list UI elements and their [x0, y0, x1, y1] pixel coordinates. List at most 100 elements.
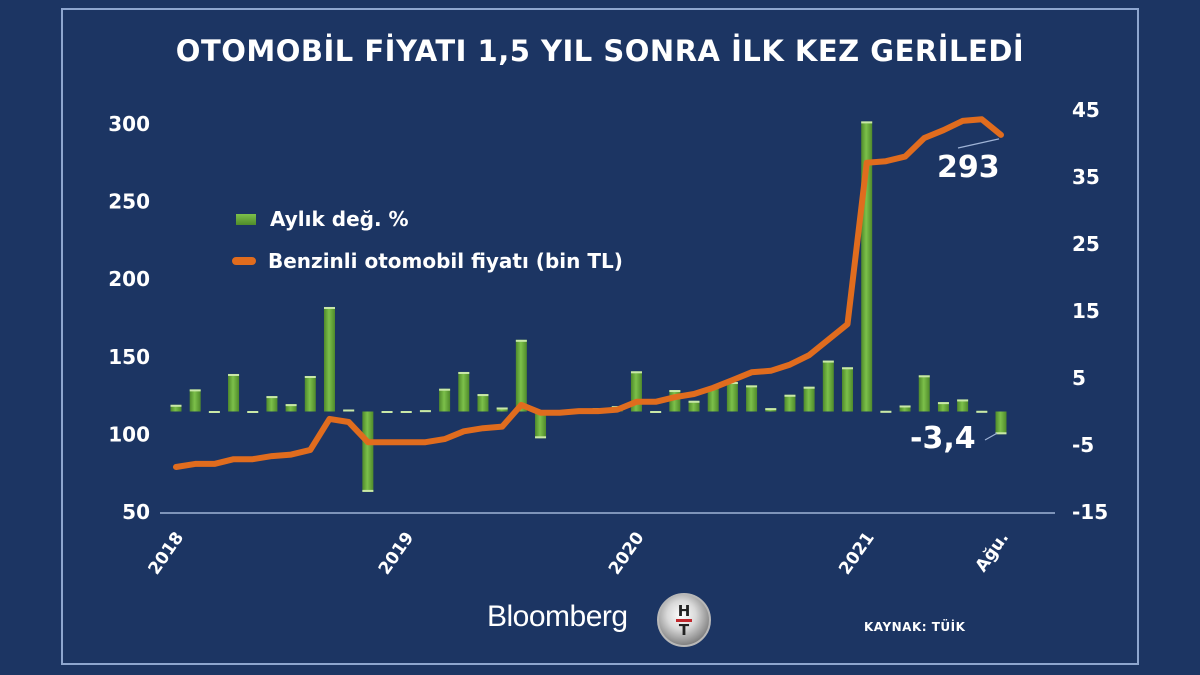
bar-cap: [688, 400, 700, 403]
right-axis-tick: 45: [1072, 98, 1100, 122]
bar-cap: [285, 404, 297, 407]
price-line: [173, 116, 1004, 470]
bar-2019-07: [515, 339, 527, 412]
bar-2020-12: [842, 367, 854, 412]
bar-cap: [458, 371, 470, 374]
bar-cap: [208, 411, 220, 413]
bar-2021-03: [899, 405, 911, 412]
ht-logo-icon: H T: [657, 593, 711, 647]
bar-2020-06: [726, 382, 738, 412]
bar-2018-08: [304, 375, 316, 412]
bar-cap: [822, 360, 834, 363]
x-axis-tick: 2020: [605, 528, 649, 578]
bar-2021-05: [937, 402, 949, 412]
bar-cap: [439, 388, 451, 391]
bar-2021-04: [918, 375, 930, 412]
bar-2020-03: [669, 390, 681, 412]
left-axis-tick: 50: [122, 500, 150, 524]
chart-title: OTOMOBİL FİYATI 1,5 YIL SONRA İLK KEZ GE…: [175, 34, 1025, 68]
bar-2020-10: [803, 386, 815, 412]
legend-item-line: Benzinli otomobil fiyatı (bin TL): [232, 240, 623, 282]
bar-2020-04: [688, 400, 700, 412]
bar-cap: [650, 411, 662, 413]
bar-2019-06: [496, 407, 508, 412]
bar-cap: [247, 411, 259, 413]
bar-cap: [400, 411, 412, 413]
bar-cap: [957, 399, 969, 402]
left-axis-tick: 150: [108, 345, 150, 369]
bloomberg-logo: Bloomberg: [487, 600, 628, 633]
bar-cap: [266, 396, 278, 399]
chart-frame: [61, 8, 1139, 665]
bar-cap: [381, 411, 393, 413]
bar-cap: [228, 373, 240, 376]
x-axis-tick: Ağu.: [972, 528, 1014, 575]
right-axis-tick: 35: [1072, 165, 1100, 189]
source-label: KAYNAK: TÜİK: [864, 620, 966, 634]
right-axis-tick: -5: [1072, 433, 1094, 457]
x-axis-tick: 2019: [375, 528, 419, 578]
bar-cap: [630, 371, 642, 374]
x-axis-tick: 2021: [835, 528, 879, 578]
right-axis-tick: 25: [1072, 232, 1100, 256]
annotation-last-price: 293: [937, 150, 1000, 185]
legend-item-bars: Aylık değ. %: [236, 198, 623, 240]
left-axis-tick: 200: [108, 267, 150, 291]
bar-2020-07: [746, 385, 758, 412]
annotation-last-change: -3,4: [910, 421, 976, 456]
bar-cap: [995, 432, 1007, 435]
bar-2019-05: [477, 394, 489, 412]
legend-bar-label: Aylık değ. %: [270, 207, 409, 231]
bar-cap: [861, 121, 873, 124]
bar-2019-04: [458, 371, 470, 412]
bar-2018-01: [170, 404, 182, 412]
bar-2018-02: [189, 389, 201, 412]
bar-cap: [746, 385, 758, 388]
left-axis-tick: 250: [108, 190, 150, 214]
bar-cap: [918, 375, 930, 378]
bar-2020-09: [784, 394, 796, 412]
bar-2018-06: [266, 396, 278, 412]
right-axis-tick: -15: [1072, 500, 1108, 524]
annotation-leader-change: [984, 432, 998, 441]
bar-cap: [937, 402, 949, 405]
bar-2021-01: [861, 121, 873, 412]
left-axis-tick: 100: [108, 422, 150, 446]
bar-cap: [323, 306, 335, 309]
bar-2019-08: [535, 411, 547, 439]
bar-cap: [669, 390, 681, 393]
annotation-leader-price: [957, 138, 1000, 149]
chart-legend: Aylık değ. % Benzinli otomobil fiyatı (b…: [232, 198, 623, 282]
bar-cap: [803, 386, 815, 389]
line-swatch-icon: [232, 257, 256, 265]
left-axis-tick: 300: [108, 112, 150, 136]
right-axis-tick: 15: [1072, 299, 1100, 323]
bar-cap: [842, 367, 854, 370]
bar-cap: [419, 410, 431, 413]
bar-2020-05: [707, 386, 719, 412]
right-axis-tick: 5: [1072, 366, 1086, 390]
bar-cap: [189, 389, 201, 392]
bar-cap: [343, 409, 355, 412]
bar-swatch-icon: [236, 213, 256, 225]
bar-cap: [515, 339, 527, 342]
bar-2021-08: [995, 411, 1007, 435]
bar-cap: [477, 394, 489, 397]
bar-2018-07: [285, 404, 297, 412]
bar-2018-09: [323, 306, 335, 412]
bar-2018-11: [362, 411, 374, 492]
bar-cap: [304, 375, 316, 378]
bar-cap: [362, 489, 374, 492]
ht-logo-bottom: T: [678, 620, 690, 639]
bar-cap: [784, 394, 796, 397]
bar-2020-11: [822, 360, 834, 412]
bar-cap: [899, 405, 911, 408]
x-axis-tick: 2018: [145, 528, 189, 578]
bar-cap: [765, 408, 777, 411]
bar-2020-01: [630, 371, 642, 412]
bar-2021-06: [957, 399, 969, 412]
bar-2018-04: [228, 373, 240, 412]
bar-cap: [976, 410, 988, 413]
bar-cap: [880, 410, 892, 413]
